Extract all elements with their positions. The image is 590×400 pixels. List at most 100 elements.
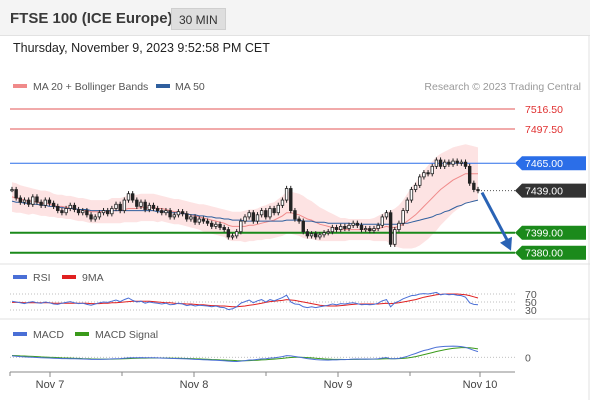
interval-badge[interactable]: 30 MIN <box>171 8 226 30</box>
price-bar-body <box>280 199 285 206</box>
price-bar-body <box>463 161 468 167</box>
price-bar-body <box>314 233 318 238</box>
price-bar-body <box>230 235 235 238</box>
price-bar-body <box>376 224 380 229</box>
price-bar-body <box>268 208 272 218</box>
price-bar-body <box>251 212 256 222</box>
price-bar-body <box>214 223 218 227</box>
price-bar-body <box>76 209 81 214</box>
rsi-level-label: 70 <box>525 289 537 301</box>
price-bar-body <box>110 208 114 215</box>
watermark: Research © 2023 Trading Central <box>424 81 581 93</box>
level-lines-layer <box>10 108 515 254</box>
price-bar-body <box>180 211 185 215</box>
legend-label-ma50: MA 50 <box>175 81 205 93</box>
macd-layer: 0 <box>10 345 531 364</box>
price-bar-body <box>139 201 143 207</box>
price-bar-body <box>359 224 364 230</box>
price-bar-body <box>193 216 197 223</box>
price-bar-body <box>101 210 106 214</box>
x-axis-tick-label: Nov 8 <box>180 379 209 391</box>
price-bar-body <box>114 203 118 209</box>
price-bar-body <box>401 210 405 224</box>
price-bar-body <box>189 216 193 220</box>
price-bar-body <box>422 172 426 178</box>
timestamp: Thursday, November 9, 2023 9:52:58 PM CE… <box>13 41 270 55</box>
price-bar-body <box>130 193 135 201</box>
price-bar-body <box>472 182 476 190</box>
support-label: 7380.00 <box>525 248 563 260</box>
legend-swatch-ma50 <box>156 84 170 88</box>
price-bar-body <box>476 189 480 192</box>
price-bar-body <box>397 222 401 230</box>
legend-swatch-macd <box>13 332 27 336</box>
price-bar-body <box>459 161 464 164</box>
price-bar-body <box>255 214 260 222</box>
price-bar-body <box>160 210 164 214</box>
price-bar-body <box>284 188 289 201</box>
price-bar-body <box>351 222 355 226</box>
resistance-label: 7516.50 <box>525 104 563 116</box>
price-bar-body <box>226 229 231 238</box>
price-bar-body <box>43 199 47 206</box>
price-bar-body <box>434 159 439 167</box>
price-bar-body <box>372 228 376 232</box>
price-bar-body <box>185 213 189 220</box>
last-price-tag <box>515 183 586 198</box>
price-bar-body <box>297 218 301 222</box>
legend-label-rsi-ma: 9MA <box>82 272 104 284</box>
price-bar-body <box>22 199 27 203</box>
level-tags-layer: 7516.50 7497.50 7465.00 7439.00 7399.00 7380.… <box>515 104 586 260</box>
price-bar-body <box>443 161 447 167</box>
macd-level-label: 0 <box>525 352 531 364</box>
price-bar-body <box>172 214 176 218</box>
macd-line <box>11 345 479 363</box>
rsi-level-label: 30 <box>525 305 537 317</box>
price-bar-body <box>247 212 251 218</box>
price-bar-body <box>380 216 385 226</box>
support-tag <box>515 245 586 260</box>
price-bar-body <box>10 189 14 192</box>
price-bar-body <box>18 197 23 203</box>
price-bar-body <box>164 210 168 214</box>
price-bar-body <box>205 220 210 224</box>
price-bar-body <box>426 172 430 175</box>
price-bar-body <box>122 199 127 211</box>
price-bar-body <box>26 199 31 205</box>
projection-layer <box>480 191 512 251</box>
support-label: 7399.00 <box>525 228 563 240</box>
price-bar-body <box>363 228 368 231</box>
price-bar-body <box>197 218 201 223</box>
x-axis-tick-label: Nov 7 <box>36 379 65 391</box>
price-bar-body <box>305 231 310 237</box>
price-bar-body <box>330 227 335 233</box>
price-bar-body <box>222 227 226 230</box>
price-bar-body <box>97 212 102 218</box>
price-bar-body <box>64 208 68 214</box>
bollinger-band-fill <box>12 144 478 249</box>
resistance-label: 7497.50 <box>525 124 563 136</box>
price-bar-body <box>393 229 397 245</box>
price-bar-body <box>35 196 39 203</box>
price-bar-body <box>338 225 343 230</box>
price-bar-body <box>31 196 35 205</box>
price-bar-body <box>447 161 451 165</box>
price-bar-body <box>272 208 276 214</box>
price-bar-body <box>81 210 85 214</box>
price-bar-body <box>60 210 64 214</box>
legend-label-macd-signal: MACD Signal <box>95 329 158 341</box>
price-bar-body <box>289 188 293 211</box>
price-bar-body <box>413 184 418 190</box>
price-bar-body <box>176 211 181 216</box>
price-bar-body <box>147 204 152 210</box>
bollinger-band-layer <box>12 144 478 249</box>
price-bar-body <box>334 227 339 230</box>
x-axis-tick-label: Nov 9 <box>324 379 353 391</box>
price-bar-body <box>430 165 434 175</box>
price-bar-body <box>168 210 172 218</box>
x-axis-tick-label: Nov 10 <box>463 379 498 391</box>
rsi-line <box>11 291 479 311</box>
projection-arrow-shaft <box>480 191 510 243</box>
